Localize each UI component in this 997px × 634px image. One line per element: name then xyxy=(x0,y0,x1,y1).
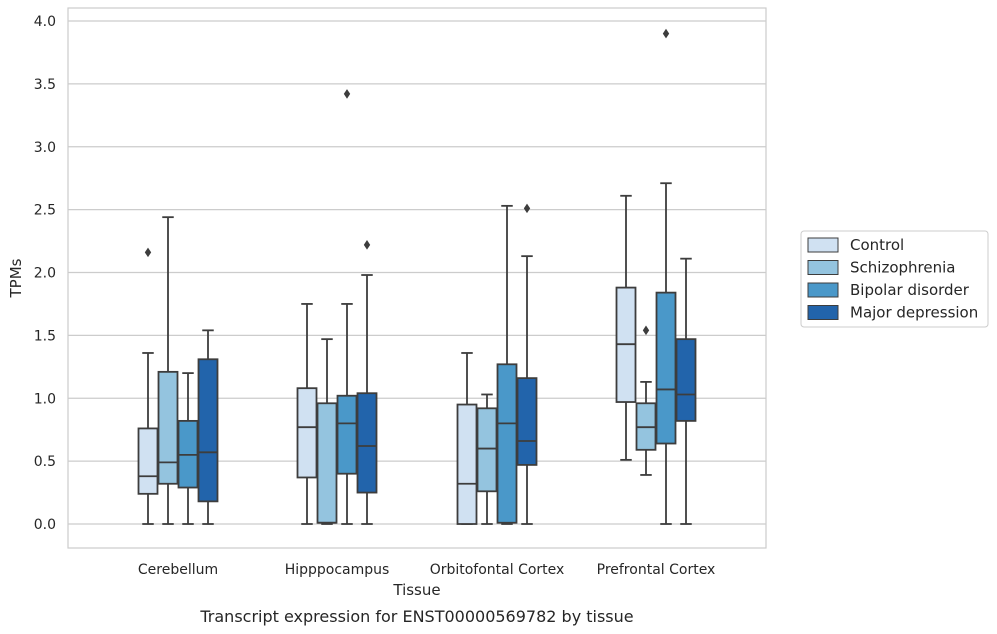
legend-label: Schizophrenia xyxy=(850,259,955,277)
x-tick-label: Orbitofontal Cortex xyxy=(430,562,565,578)
box-iqr xyxy=(137,427,159,495)
legend-label: Control xyxy=(850,236,904,254)
box xyxy=(635,325,657,476)
legend-frame xyxy=(800,230,989,328)
y-axis-ticks: 0.0 0.5 1.0 1.5 2.0 2.5 3.0 3.5 4.0 xyxy=(34,14,56,533)
box-iqr xyxy=(456,403,478,525)
box xyxy=(615,194,637,461)
outlier-point xyxy=(363,240,371,250)
box xyxy=(456,352,478,525)
box xyxy=(655,28,677,525)
outlier-point xyxy=(523,203,531,214)
plot-frame xyxy=(67,7,767,549)
box xyxy=(316,338,338,525)
box xyxy=(177,372,199,525)
y-tick-label: 4.0 xyxy=(34,14,56,30)
x-tick-label: Cerebellum xyxy=(138,562,218,578)
box-iqr xyxy=(356,392,378,494)
x-tick-label: Hipppocampus xyxy=(285,562,390,578)
box xyxy=(476,393,498,525)
box xyxy=(356,240,378,525)
box xyxy=(516,203,538,525)
legend: Control Schizophrenia Bipolar disorder Majo… xyxy=(800,230,989,328)
legend-item: Control xyxy=(807,236,904,254)
box-iqr xyxy=(655,291,677,445)
box xyxy=(336,89,358,525)
legend-item: Schizophrenia xyxy=(807,259,955,277)
box-iqr xyxy=(197,358,219,503)
series-major-depression xyxy=(197,203,697,525)
x-tick-label: Prefrontal Cortex xyxy=(597,562,716,578)
box xyxy=(675,257,697,525)
y-tick-label: 2.5 xyxy=(34,203,56,219)
box-iqr xyxy=(157,370,179,485)
y-axis-title: TPMs xyxy=(7,258,25,298)
x-axis-ticks: Cerebellum Hipppocampus Orbitofontal Corte… xyxy=(138,562,715,578)
series-schizophrenia xyxy=(157,216,657,525)
outlier-point xyxy=(144,247,152,258)
outlier-point xyxy=(642,325,650,336)
box xyxy=(157,216,179,525)
legend-item: Major depression xyxy=(807,304,978,322)
box-iqr xyxy=(675,338,697,422)
y-tick-label: 0.5 xyxy=(34,454,56,470)
outlier-point xyxy=(343,89,351,99)
box-iqr xyxy=(496,363,518,524)
series-bipolar-disorder xyxy=(177,28,677,525)
box-iqr xyxy=(516,377,538,466)
box xyxy=(137,247,159,525)
box xyxy=(296,303,318,525)
y-tick-label: 0.0 xyxy=(34,517,56,533)
y-tick-label: 3.0 xyxy=(34,140,56,156)
x-axis-title: Tissue xyxy=(392,581,440,599)
legend-swatch xyxy=(807,237,839,253)
box-iqr xyxy=(336,394,358,475)
box-iqr xyxy=(476,407,498,493)
legend-label: Bipolar disorder xyxy=(850,281,970,299)
legend-swatch xyxy=(807,305,839,320)
box xyxy=(496,204,518,525)
y-tick-label: 1.5 xyxy=(34,328,56,344)
outlier-point xyxy=(662,28,670,39)
y-tick-label: 1.0 xyxy=(34,391,56,407)
legend-label: Major depression xyxy=(850,304,978,322)
box-iqr xyxy=(296,387,318,479)
legend-item: Bipolar disorder xyxy=(807,281,970,299)
chart-caption: Transcript expression for ENST0000056978… xyxy=(199,607,633,626)
y-tick-label: 3.5 xyxy=(34,77,56,93)
box xyxy=(197,329,219,525)
legend-swatch xyxy=(807,260,839,275)
legend-swatch xyxy=(807,282,839,298)
series-control xyxy=(137,194,637,525)
box-series xyxy=(137,28,697,525)
y-tick-label: 2.0 xyxy=(34,266,56,282)
box-iqr xyxy=(316,402,338,524)
